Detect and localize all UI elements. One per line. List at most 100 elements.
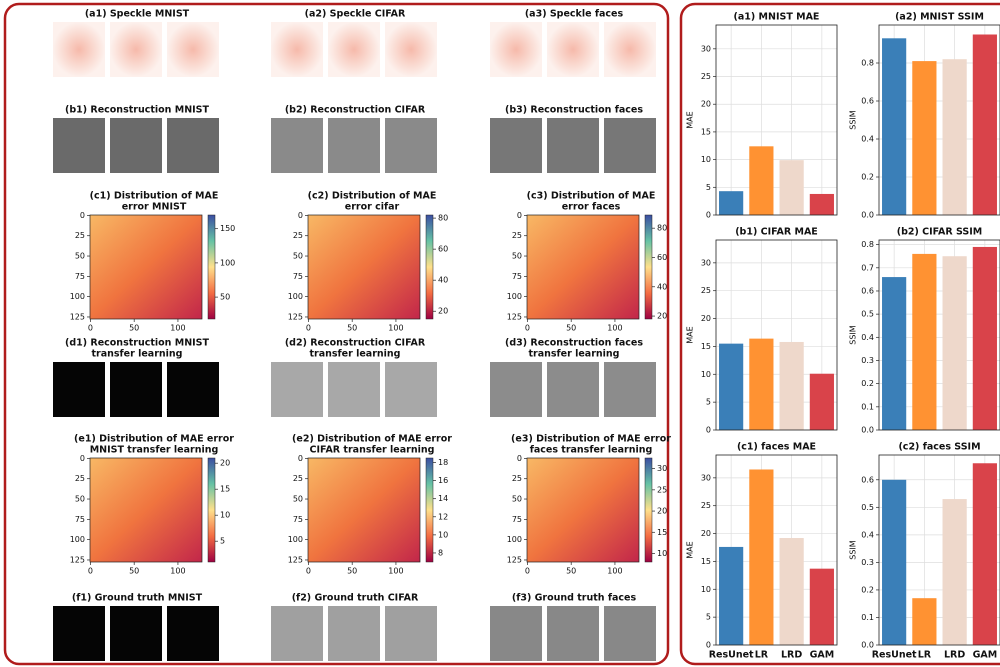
image [490,118,542,173]
y-tick-label: 100 [507,535,522,544]
image [271,22,323,77]
y-tick-label: 125 [70,312,85,321]
colorbar-tick-label: 60 [657,253,667,262]
panel-title: (a2) Speckle CIFAR [305,9,406,20]
y-tick-label: 15 [701,557,711,566]
y-axis-label: SSIM [849,540,858,560]
y-tick-label: 50 [512,495,522,504]
panel-title: (b3) Reconstruction faces [505,105,643,116]
y-tick-label: 50 [293,495,303,504]
y-tick-label: 25 [512,231,522,240]
y-tick-label: 0.3 [861,356,874,365]
y-tick-label: 0 [706,426,711,435]
bar [749,146,774,215]
image [110,22,162,77]
y-tick-label: 25 [701,72,711,81]
y-tick-label: 0.6 [861,475,874,484]
y-tick-label: 75 [512,515,522,524]
y-tick-label: 10 [701,155,711,164]
colorbar-tick-label: 20 [438,307,448,316]
image [110,362,162,417]
y-tick-label: 0 [517,211,522,220]
heatmap [89,457,203,563]
y-tick-label: 0.6 [861,286,874,295]
heatmap [307,214,421,320]
chart-title: (b2) CIFAR SSIM [897,227,983,238]
image [490,362,542,417]
bar [779,538,804,645]
y-tick-label: 0.2 [861,585,874,594]
x-tick-label: 50 [129,324,139,333]
image [604,118,656,173]
y-tick-label: 75 [512,272,522,281]
image [385,22,437,77]
panel-title: error MNIST [122,202,187,213]
plot-frame [715,239,838,431]
colorbar-tick-label: 150 [220,224,235,233]
panel-title: (d1) Reconstruction MNIST [65,338,210,349]
y-tick-label: 0 [298,454,303,463]
colorbar-tick-label: 16 [438,476,448,485]
y-tick-label: 50 [512,252,522,261]
x-tick-label: 0 [88,324,93,333]
y-tick-label: 75 [293,515,303,524]
panel-title: error cifar [345,202,400,213]
image [328,22,380,77]
y-tick-label: 0 [706,641,711,650]
y-tick-label: 100 [507,292,522,301]
x-tick-label: LRD [781,650,802,661]
y-tick-label: 0.0 [861,211,874,220]
image [490,606,542,661]
panel-title: (c1) Distribution of MAE [90,191,219,202]
panel-title: (f3) Ground truth faces [512,593,637,604]
x-tick-label: 100 [607,324,622,333]
y-tick-label: 50 [75,252,85,261]
bar [882,479,907,645]
chart-title: (c2) faces SSIM [898,442,980,453]
image [110,606,162,661]
heatmap [307,457,421,563]
panel-title: (e1) Distribution of MAE error [74,434,234,445]
y-tick-label: 0.0 [861,426,874,435]
image [385,362,437,417]
colorbar-tick-label: 30 [657,464,667,473]
bar [972,246,997,430]
y-tick-label: 100 [288,292,303,301]
image [271,606,323,661]
y-tick-label: 0.4 [861,530,874,539]
y-tick-label: 20 [701,314,711,323]
colorbar-tick-label: 15 [220,485,230,494]
x-tick-label: 50 [347,324,357,333]
panel-title: (c3) Distribution of MAE [527,191,656,202]
panel-title: transfer learning [528,349,619,360]
y-tick-label: 25 [293,231,303,240]
y-tick-label: 125 [288,312,303,321]
x-tick-label: 0 [88,567,93,576]
y-tick-label: 0.7 [861,263,874,272]
bar [912,598,937,645]
bar [749,469,774,645]
colorbar [425,214,434,320]
y-axis-label: MAE [686,111,695,128]
bar [809,193,834,215]
y-tick-label: 25 [701,501,711,510]
colorbar-tick-label: 25 [657,485,667,494]
y-tick-label: 50 [75,495,85,504]
colorbar-tick-label: 40 [657,282,667,291]
x-tick-label: ResUnet [709,650,754,661]
chart-title: (c1) faces MAE [737,442,816,453]
image [53,606,105,661]
image [547,606,599,661]
panel-title: faces transfer learning [530,445,653,456]
colorbar [207,214,216,320]
y-axis-label: MAE [686,326,695,343]
y-tick-label: 0.2 [861,173,874,182]
colorbar-tick-label: 10 [220,511,230,520]
y-tick-label: 25 [293,474,303,483]
x-tick-label: 100 [170,567,185,576]
y-tick-label: 0.5 [861,310,874,319]
y-tick-label: 30 [701,473,711,482]
y-tick-label: 75 [75,272,85,281]
panel-title: (d2) Reconstruction CIFAR [285,338,426,349]
bar [809,568,834,645]
